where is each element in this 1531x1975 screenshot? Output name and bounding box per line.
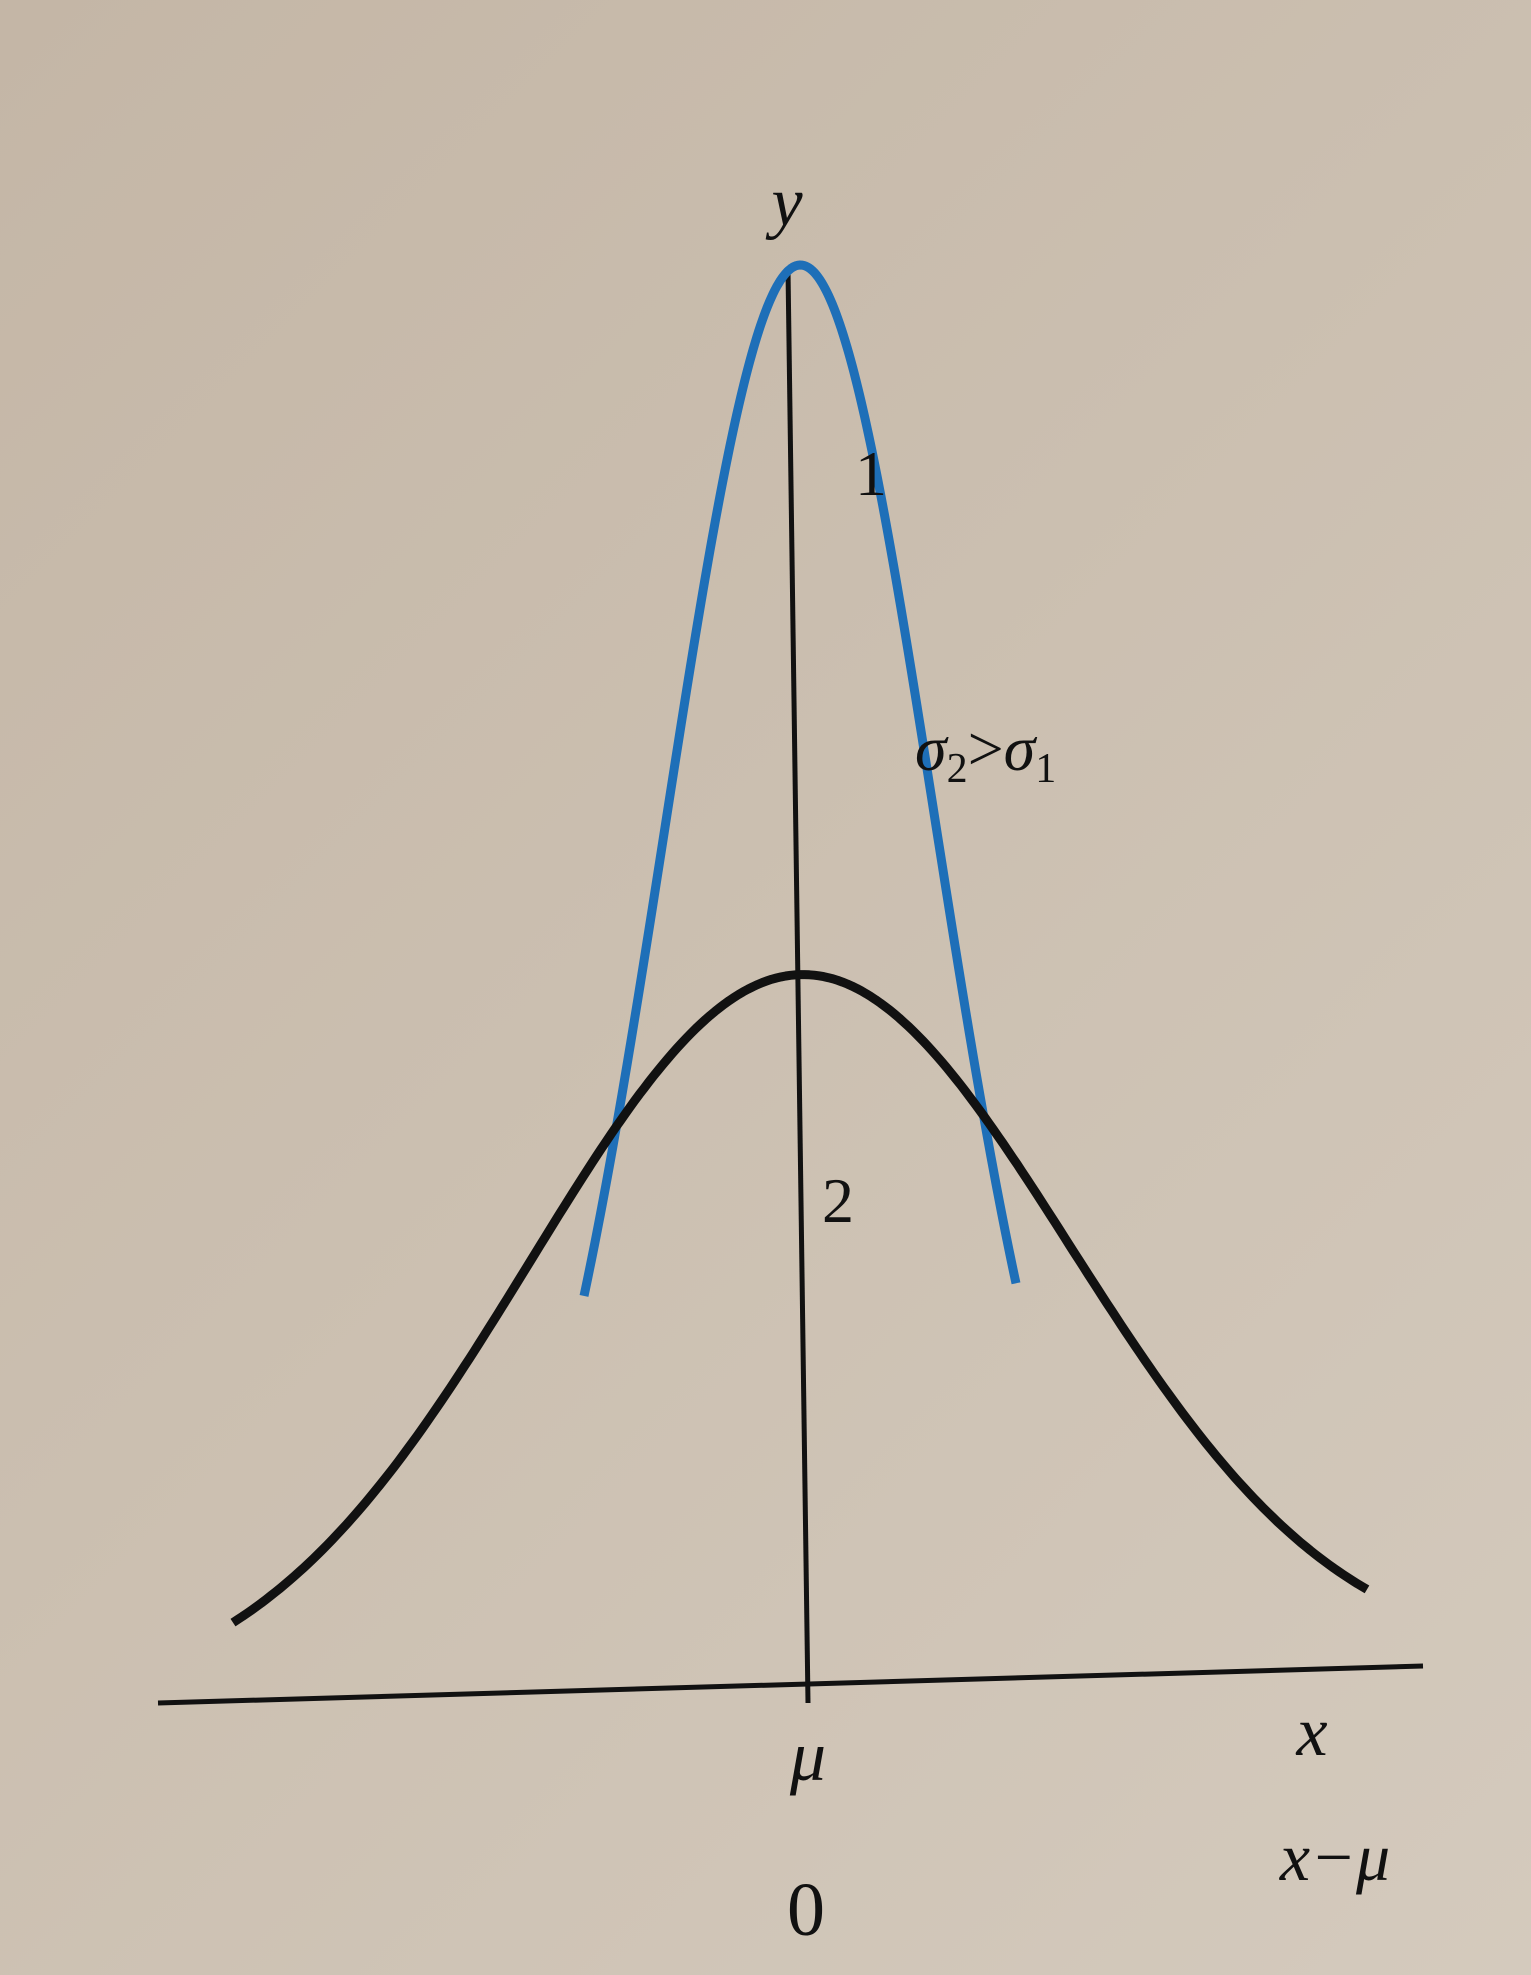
- curve-2-label: 2: [822, 1165, 854, 1236]
- sigma-2-subscript: 2: [947, 746, 968, 792]
- curve-2-wide: [230, 970, 1370, 1627]
- sigma-1-subscript: 1: [1035, 746, 1056, 792]
- greater-than-sign: >: [968, 713, 1004, 784]
- curve-1-label: 1: [855, 438, 887, 509]
- y-axis-label: y: [765, 164, 803, 241]
- y-axis-line: [785, 269, 811, 1704]
- sigma-1-symbol: σ: [1004, 713, 1038, 784]
- x-axis-line: [157, 1663, 1424, 1706]
- x-axis-label: x: [1295, 1694, 1327, 1771]
- zero-label: 0: [787, 1868, 825, 1952]
- sigma-relation: σ2>σ1: [915, 713, 1056, 792]
- curve-1-narrow: [579, 260, 1021, 1297]
- mu-label: μ: [789, 1716, 826, 1796]
- x-minus-mu-label: x−μ: [1279, 1819, 1390, 1895]
- sigma-2-symbol: σ: [915, 713, 949, 784]
